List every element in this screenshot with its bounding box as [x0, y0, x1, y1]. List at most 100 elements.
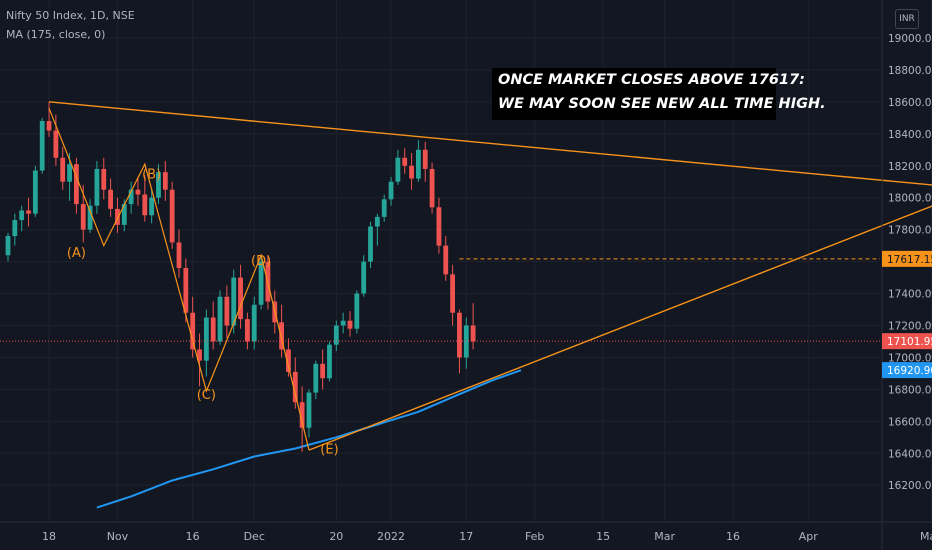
ma-price-tag-text: 16920.90 — [887, 365, 932, 377]
candle-up — [327, 344, 332, 379]
time-tick-label: Nov — [107, 530, 129, 543]
price-axis[interactable]: 16200.00 16400.00 16600.00 16800.00 17000.00… — [881, 0, 932, 550]
price-tick-label: 19000.00 — [888, 33, 932, 45]
annotation-line-1: ONCE MARKET CLOSES ABOVE 17617: — [498, 72, 805, 88]
candle-down — [409, 165, 414, 179]
candle-up — [149, 197, 155, 216]
last-price-tag — [882, 333, 932, 350]
moving-average-line — [96, 369, 522, 509]
candle-up — [333, 325, 339, 345]
time-axis[interactable]: 18 Nov 16 Dec 20 2022 17 Feb 15 Mar 16 Apr May — [0, 521, 932, 543]
candle-up — [258, 261, 264, 305]
time-tick-label: 18 — [42, 530, 56, 543]
price-labels-layer: 17617.15 17101.95 16920.90 — [0, 250, 932, 379]
chart-title[interactable]: Nifty 50 Index, 1D, NSE — [6, 9, 135, 22]
candle-up — [39, 121, 45, 171]
wave-label: (B) — [142, 168, 161, 183]
candle-down — [210, 317, 216, 342]
candle-up — [381, 199, 387, 217]
candle-down — [101, 168, 107, 190]
price-tick-label: 18800.00 — [888, 65, 932, 77]
candle-up — [67, 164, 72, 182]
price-tick-label: 17800.00 — [888, 225, 932, 237]
wave-label: (C) — [197, 388, 216, 403]
candle-up — [395, 157, 401, 182]
price-tick-label: 18200.00 — [888, 161, 932, 173]
candle-up — [306, 392, 312, 428]
candle-down — [470, 325, 476, 342]
candle-up — [340, 320, 346, 326]
resistance-price-tag-text: 17617.15 — [887, 254, 932, 266]
candle-down — [183, 267, 189, 313]
candle-down — [190, 312, 196, 350]
candle-down — [108, 189, 113, 209]
time-tick-label: Apr — [799, 530, 819, 543]
time-tick-label: 2022 — [377, 530, 405, 543]
candle-up — [19, 210, 25, 221]
currency-button[interactable]: INR — [895, 9, 919, 29]
price-tick-label: 18600.00 — [888, 97, 932, 109]
candle-down — [238, 277, 243, 320]
time-tick-label: 15 — [596, 530, 610, 543]
candle-down — [292, 371, 298, 403]
last-price-tag-text: 17101.95 — [887, 336, 932, 348]
candle-down — [26, 210, 31, 214]
price-tick-label: 16600.00 — [888, 416, 932, 428]
candle-up — [32, 170, 38, 214]
candle-up — [374, 216, 380, 227]
wave-path — [48, 107, 310, 451]
time-tick-label: 20 — [329, 530, 343, 543]
candle-down — [135, 189, 141, 195]
candle-down — [347, 320, 353, 329]
candle-up — [368, 226, 373, 262]
candle-up — [416, 149, 421, 179]
candle-down — [422, 149, 428, 169]
price-tick-label: 16400.00 — [888, 448, 932, 460]
ma-legend[interactable]: MA (175, close, 0) — [6, 28, 106, 41]
time-tick-label: 17 — [459, 530, 473, 543]
resistance-price-tag — [882, 250, 932, 267]
price-tick-label: 18400.00 — [888, 129, 932, 141]
wave-pattern-layer: (A) (B) (C) (D) (E) — [48, 101, 932, 457]
candle-up — [5, 236, 11, 256]
candle-down — [402, 157, 408, 166]
price-tick-label: 18000.00 — [888, 193, 932, 205]
ma-price-tag — [882, 362, 932, 379]
candle-up — [231, 277, 237, 326]
candle-down — [429, 168, 435, 208]
time-tick-label: Mar — [654, 530, 675, 543]
time-tick-label: Dec — [244, 530, 265, 543]
candle-down — [46, 121, 52, 131]
candle-down — [436, 207, 442, 246]
time-tick-label: Feb — [525, 530, 544, 543]
candle-down — [53, 130, 59, 158]
candle-up — [121, 204, 127, 225]
candle-up — [87, 205, 93, 230]
time-tick-label: May — [920, 530, 932, 543]
annotation-line-2: WE MAY SOON SEE NEW ALL TIME HIGH. — [498, 96, 826, 112]
annotation-callout: ONCE MARKET CLOSES ABOVE 17617: WE MAY S… — [492, 68, 826, 120]
candle-down — [142, 194, 148, 216]
price-tick-label: 17000.00 — [888, 352, 932, 364]
price-tick-label: 17200.00 — [888, 321, 932, 333]
candle-up — [94, 168, 100, 206]
candle-up — [354, 293, 360, 329]
triangle-trendline — [48, 101, 932, 186]
time-tick-label: 16 — [186, 530, 200, 543]
candle-down — [245, 319, 250, 342]
wave-label: (E) — [320, 442, 338, 457]
wave-label: (A) — [67, 246, 86, 261]
candles-layer — [5, 101, 476, 452]
candle-down — [169, 189, 175, 243]
candle-down — [299, 402, 305, 428]
moving-average-layer — [96, 369, 522, 509]
candle-down — [286, 349, 291, 372]
candle-down — [162, 172, 168, 190]
candle-up — [463, 325, 469, 358]
candle-up — [313, 363, 319, 393]
candle-up — [361, 261, 367, 294]
candle-up — [128, 189, 134, 205]
candle-down — [60, 157, 66, 182]
price-tick-label: 16200.00 — [888, 480, 932, 492]
